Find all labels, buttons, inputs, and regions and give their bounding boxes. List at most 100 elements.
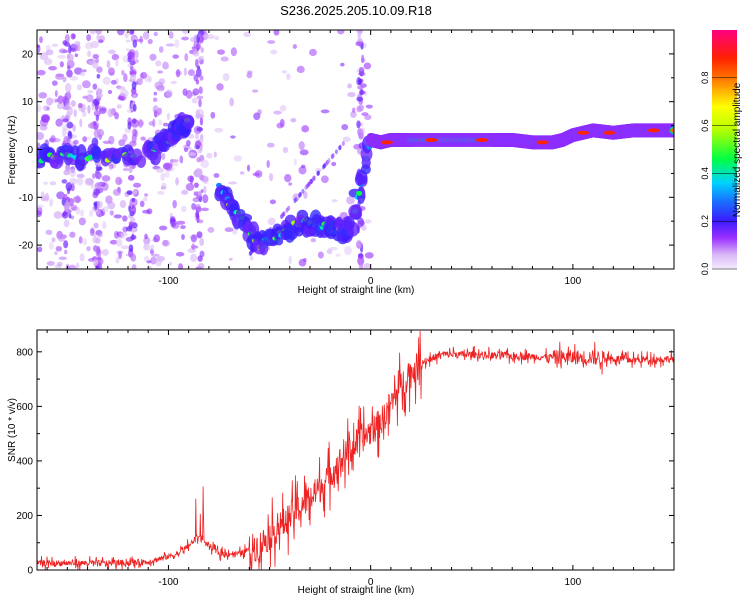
heatmap-cell [187, 69, 195, 77]
heatmap-cell [37, 104, 42, 113]
heatmap-cell [69, 43, 78, 53]
heatmap-cell [46, 261, 55, 266]
heatmap-cell [127, 57, 132, 63]
heatmap-cell [58, 48, 67, 54]
heatmap-cell [114, 112, 119, 120]
snr-series-line [37, 330, 674, 570]
heatmap-cell [161, 239, 170, 247]
heatmap-cell [228, 257, 233, 261]
heatmap-cell [132, 188, 138, 195]
heatmap-cell [116, 30, 125, 36]
heatmap-cell [196, 67, 202, 78]
heatmap-cell [87, 50, 92, 57]
heatmap-cell [63, 240, 69, 249]
heatmap-cell [66, 53, 74, 63]
heatmap-cell [64, 249, 68, 255]
heatmap-cell [51, 237, 56, 243]
heatmap-cell [122, 133, 128, 142]
heatmap-cell [82, 69, 87, 73]
heatmap-cell [150, 253, 160, 257]
heatmap-cell [130, 53, 135, 63]
heatmap-cell [359, 30, 364, 34]
heatmap-cell [102, 76, 111, 85]
heatmap-cell [200, 175, 209, 183]
heatmap-cell [363, 263, 371, 269]
heatmap-cell [38, 92, 48, 99]
heatmap-cell [96, 200, 103, 209]
heatmap-cell [195, 109, 201, 120]
heatmap-cell [116, 104, 122, 109]
snr-x-tick-label: 0 [368, 577, 374, 588]
heatmap-cell [107, 89, 113, 95]
heatmap-cell [157, 107, 163, 115]
heatmap-cell [86, 34, 92, 42]
heatmap-cell [162, 61, 169, 70]
heatmap-cell [63, 193, 68, 201]
snr-y-axis: 0 200 400 600 800 [16, 347, 674, 577]
heatmap-cell [284, 174, 292, 183]
heatmap-cell [170, 159, 179, 163]
heatmap-cell [142, 31, 150, 40]
heatmap-cell [198, 56, 202, 63]
heatmap-cell [320, 175, 329, 184]
heatmap-cell [342, 136, 351, 143]
heatmap-cell [81, 80, 91, 89]
heatmap-cell [56, 191, 65, 200]
heatmap-cell [89, 30, 97, 35]
heatmap-cell [357, 78, 363, 86]
heatmap-cell [54, 251, 58, 256]
heatmap-cell [198, 35, 205, 43]
heatmap-cell [140, 71, 148, 79]
heatmap-cell [87, 154, 94, 160]
heatmap-cell [162, 122, 169, 127]
heatmap-cell [115, 58, 119, 68]
spectrogram-y-tick-label: 10 [22, 97, 34, 108]
heatmap-cell [131, 197, 136, 203]
heatmap-cell [108, 49, 116, 55]
heatmap-cell [301, 125, 310, 133]
heatmap-cell [364, 114, 372, 121]
spectrogram-y-label: Frequency (Hz) [7, 116, 18, 185]
heatmap-cell [220, 56, 229, 62]
heatmap-cell [89, 209, 94, 217]
heatmap-cell [108, 67, 115, 76]
heatmap-cell [188, 147, 193, 151]
heatmap-cell [66, 121, 74, 129]
heatmap-cell [248, 251, 252, 257]
heatmap-cell [45, 49, 54, 56]
heatmap-cell [129, 30, 135, 35]
heatmap-cell [187, 133, 195, 139]
heatmap-cell [200, 159, 210, 169]
heatmap-cell [57, 234, 66, 242]
heatmap-cell [53, 211, 63, 219]
heatmap-cell [273, 110, 282, 115]
heatmap-cell [200, 47, 204, 53]
heatmap-cell [130, 253, 137, 262]
heatmap-cell [140, 136, 146, 141]
heatmap-cell [157, 190, 165, 195]
heatmap-cell [196, 231, 203, 239]
heatmap-cell [119, 89, 129, 98]
heatmap-cell [119, 200, 127, 209]
heatmap-cell [40, 191, 45, 197]
heatmap-cell [346, 196, 355, 205]
heatmap-cell [270, 49, 278, 55]
heatmap-cell [75, 206, 81, 215]
heatmap-cell [185, 183, 195, 191]
snr-x-tick-label: 100 [565, 577, 582, 588]
heatmap-cell [54, 99, 59, 103]
heatmap-cell [106, 60, 111, 69]
heatmap-cell [69, 168, 76, 178]
heatmap-cell [276, 122, 284, 129]
heatmap-cell [189, 175, 194, 185]
heatmap-cell [331, 161, 337, 167]
heatmap-cell [39, 36, 43, 44]
heatmap-cell [361, 54, 365, 64]
heatmap-cell [361, 224, 367, 231]
heatmap-cell [168, 261, 173, 266]
heatmap-cell [132, 39, 138, 48]
heatmap-cell [97, 87, 101, 96]
heatmap-cell [95, 114, 100, 122]
heatmap-cell [317, 170, 321, 176]
snr-y-label: SNR (10 * v/v) [7, 398, 18, 462]
